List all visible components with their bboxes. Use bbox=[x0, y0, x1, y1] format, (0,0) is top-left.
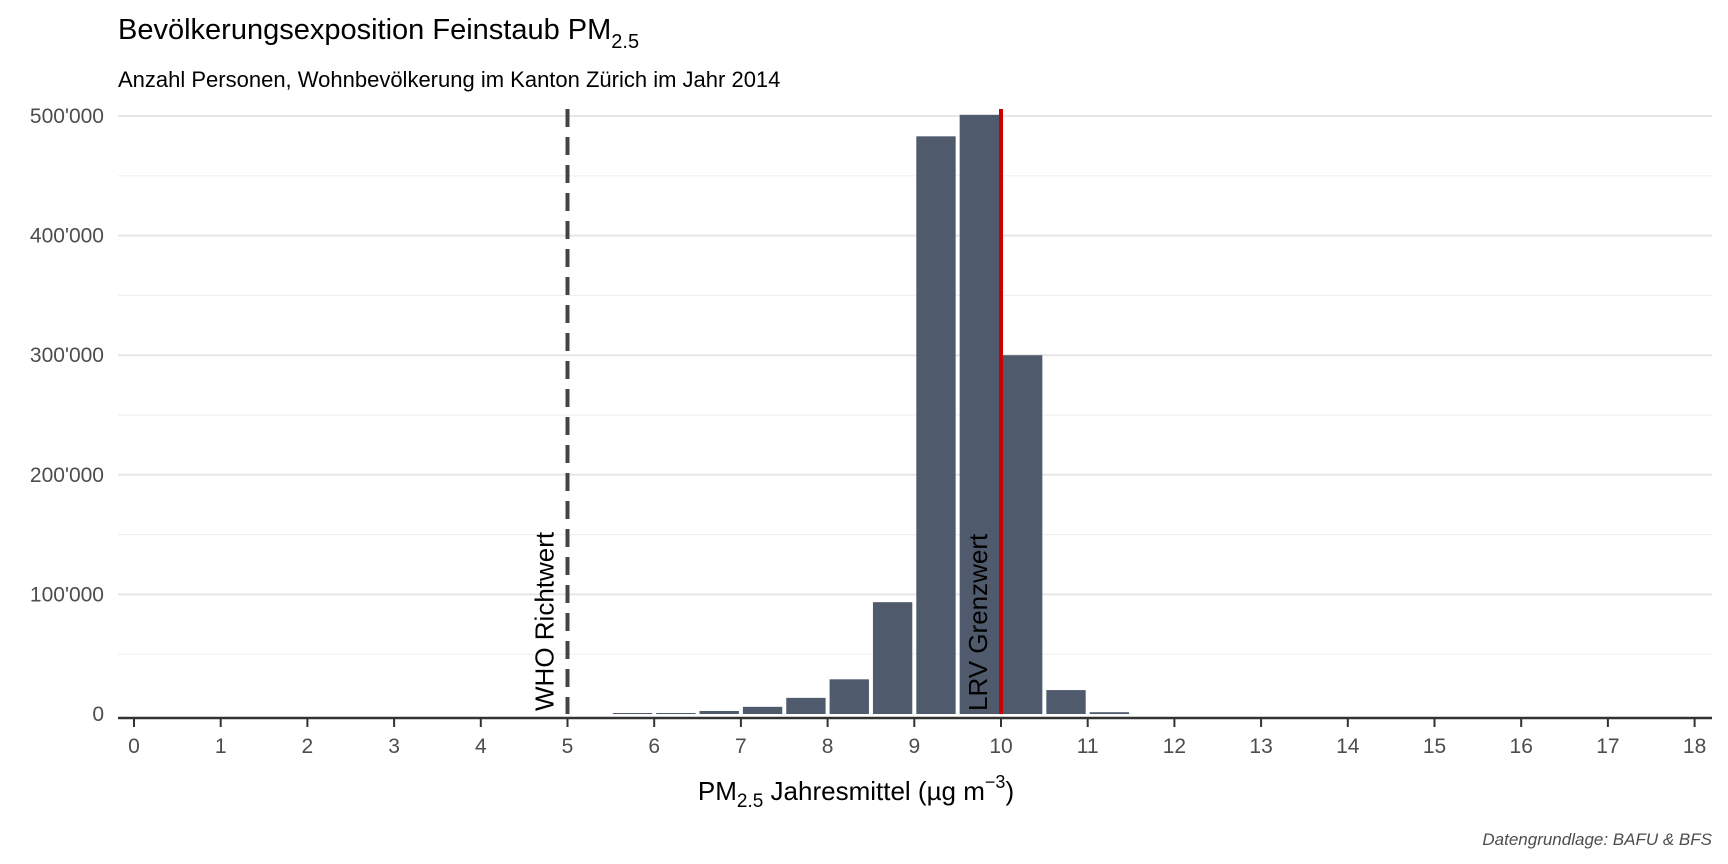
histogram-bar bbox=[1089, 712, 1130, 714]
x-tick-label: 10 bbox=[989, 735, 1012, 758]
y-tick-label: 200'000 bbox=[30, 464, 104, 487]
x-tick-label: 1 bbox=[215, 735, 227, 758]
chart-title-subscript: 2.5 bbox=[611, 31, 639, 53]
histogram-bar bbox=[612, 713, 653, 714]
x-tick-label: 0 bbox=[128, 735, 140, 758]
histogram-bar bbox=[1003, 355, 1043, 714]
histogram-bar bbox=[829, 679, 869, 714]
x-tick-label: 14 bbox=[1336, 735, 1360, 758]
x-tick-label: 16 bbox=[1510, 735, 1533, 758]
y-tick-label: 500'000 bbox=[30, 105, 104, 128]
histogram-bar bbox=[656, 713, 696, 714]
x-tick-label: 9 bbox=[908, 735, 920, 758]
x-tick-label: 3 bbox=[388, 735, 400, 758]
x-tick-label: 17 bbox=[1596, 735, 1619, 758]
histogram-bar bbox=[699, 711, 739, 714]
reference-line-label: WHO Richtwert bbox=[530, 531, 560, 711]
reference-lines: WHO Richtwert LRV Grenzwert bbox=[530, 109, 1003, 714]
histogram-bar bbox=[786, 697, 826, 714]
x-tick-label: 7 bbox=[735, 735, 747, 758]
x-tick-label: 12 bbox=[1163, 735, 1186, 758]
x-tick-label: 11 bbox=[1077, 735, 1099, 758]
x-tick-label: 13 bbox=[1249, 735, 1272, 758]
histogram-bar bbox=[959, 114, 999, 714]
x-tick-label: 8 bbox=[822, 735, 834, 758]
histogram-bar bbox=[872, 602, 913, 714]
y-tick-label: 400'000 bbox=[30, 225, 104, 248]
x-axis-label: PM2.5 Jahresmittel (µg m−3) bbox=[698, 772, 1014, 812]
histogram-bars bbox=[612, 114, 1130, 714]
chart-subtitle: Anzahl Personen, Wohnbevölkerung im Kant… bbox=[118, 67, 780, 92]
histogram-bar bbox=[742, 706, 783, 714]
x-tick-label: 5 bbox=[562, 735, 574, 758]
reference-line-label: LRV Grenzwert bbox=[963, 533, 993, 711]
y-tick-label: 0 bbox=[92, 703, 104, 726]
histogram-bar bbox=[916, 136, 956, 714]
x-tick-label: 4 bbox=[475, 735, 487, 758]
x-tick-label: 15 bbox=[1423, 735, 1446, 758]
histogram-bar bbox=[1046, 690, 1086, 714]
x-tick-label: 2 bbox=[302, 735, 314, 758]
y-tick-label: 300'000 bbox=[30, 344, 104, 367]
grid-lines bbox=[118, 115, 1712, 655]
y-tick-label: 100'000 bbox=[30, 583, 104, 606]
x-tick-label: 18 bbox=[1683, 735, 1706, 758]
chart-title: Bevölkerungsexposition Feinstaub PM2.5 bbox=[118, 14, 639, 53]
x-tick-label: 6 bbox=[648, 735, 660, 758]
data-source-caption: Datengrundlage: BAFU & BFS bbox=[1482, 830, 1712, 849]
